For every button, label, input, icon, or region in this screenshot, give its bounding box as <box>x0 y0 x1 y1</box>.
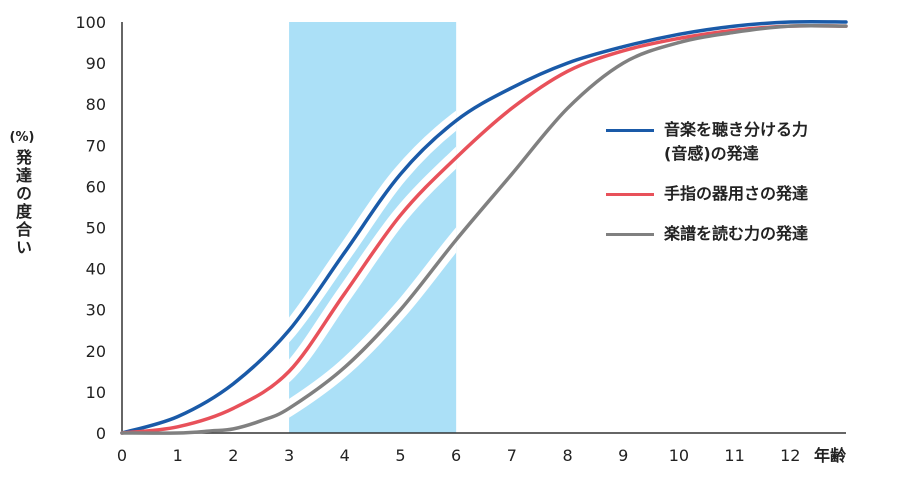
x-tick-label: 6 <box>451 446 461 465</box>
legend-label-dexterity: 手指の器用さの発達 <box>664 184 809 203</box>
y-tick-label: 0 <box>96 424 106 443</box>
legend-swatch-dexterity <box>606 193 654 196</box>
x-tick-label: 0 <box>117 446 127 465</box>
legend-item-score-reading: 楽譜を読む力の発達 <box>606 222 896 246</box>
y-tick-label: 90 <box>86 54 106 73</box>
legend-label-score-reading: 楽譜を読む力の発達 <box>664 224 809 243</box>
x-tick-label: 1 <box>173 446 183 465</box>
x-tick-label: 5 <box>395 446 405 465</box>
x-tick-label: 12 <box>780 446 800 465</box>
y-tick-label: 40 <box>86 260 106 279</box>
x-tick-label: 9 <box>618 446 628 465</box>
legend-item-pitch: 音楽を聴き分ける力 (音感)の発達 <box>606 118 896 166</box>
series-line-pitch <box>120 19 848 435</box>
legend-label-pitch: 音楽を聴き分ける力 (音感)の発達 <box>664 120 809 163</box>
series-line-score-reading <box>120 23 848 435</box>
x-tick-label: 7 <box>507 446 517 465</box>
legend-swatch-score-reading <box>606 233 654 236</box>
series-line-dexterity <box>120 24 848 435</box>
y-tick-label: 100 <box>75 13 106 32</box>
x-tick-label: 2 <box>228 446 238 465</box>
y-tick-label: 60 <box>86 177 106 196</box>
y-tick-label: 80 <box>86 95 106 114</box>
x-tick-label: 4 <box>340 446 350 465</box>
legend-item-dexterity: 手指の器用さの発達 <box>606 182 896 206</box>
x-axis-title: 年齢 <box>814 446 847 465</box>
highlight-band <box>289 22 457 433</box>
y-tick-label: 50 <box>86 219 106 238</box>
legend-swatch-pitch <box>606 129 654 132</box>
y-tick-label: 20 <box>86 342 106 361</box>
legend: 音楽を聴き分ける力 (音感)の発達 手指の器用さの発達 楽譜を読む力の発達 <box>606 118 896 262</box>
x-tick-label: 11 <box>724 446 744 465</box>
y-axis-title: 発達の度合い <box>13 149 32 257</box>
x-tick-label: 10 <box>669 446 689 465</box>
y-tick-label: 70 <box>86 136 106 155</box>
x-tick-label: 3 <box>284 446 294 465</box>
y-axis-label: (%) 発達の度合い <box>8 130 36 257</box>
x-tick-label: 8 <box>562 446 572 465</box>
y-tick-label: 30 <box>86 301 106 320</box>
y-axis-unit: (%) <box>9 130 35 145</box>
y-tick-label: 10 <box>86 383 106 402</box>
